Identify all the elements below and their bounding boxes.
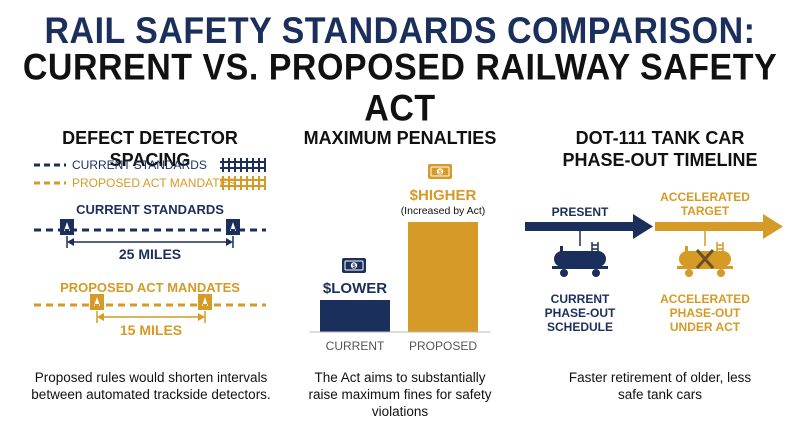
accelerated-car-label: ACCELERATED PHASE-OUT UNDER ACT — [655, 292, 755, 334]
detector-caption: Proposed rules would shorten intervals b… — [31, 370, 271, 402]
timeline-section-title: DOT-111 TANK CAR PHASE-OUT TIMELINE — [560, 127, 760, 171]
proposed-track-label: PROPOSED ACT MANDATES — [60, 280, 240, 295]
railroad-track-icon — [220, 176, 266, 190]
detector-icon — [198, 294, 212, 310]
bar-current — [320, 300, 390, 332]
title-line-1: RAIL SAFETY STANDARDS COMPARISON: — [44, 10, 756, 52]
bar-proposed — [408, 222, 478, 332]
target-arrow-head — [763, 214, 783, 239]
current-car-line-3: SCHEDULE — [546, 320, 613, 334]
present-arrow-head — [633, 214, 653, 239]
accelerated-car-line-3: UNDER ACT — [669, 320, 741, 334]
railroad-track-icon — [220, 158, 266, 172]
tank-car-icon — [552, 242, 608, 277]
legend-proposed-label: PROPOSED ACT MANDATES — [72, 176, 236, 190]
target-arrow-body — [655, 222, 765, 231]
svg-text:$: $ — [438, 170, 442, 176]
timeline-caption: Faster retirement of older, less safe ta… — [568, 370, 752, 402]
bar-proposed-sublabel: (Increased by Act) — [400, 205, 486, 217]
bar-current-label: $LOWER — [322, 280, 388, 297]
current-distance-label: 25 MILES — [118, 246, 182, 262]
bar-proposed-category: PROPOSED — [408, 339, 477, 353]
timeline-title-line-2: PHASE-OUT TIMELINE — [562, 150, 758, 170]
current-car-line-1: CURRENT — [550, 292, 610, 306]
legend-current-label: CURRENT STANDARDS — [72, 158, 207, 172]
current-car-line-2: PHASE-OUT — [544, 306, 616, 320]
current-track-label: CURRENT STANDARDS — [76, 202, 224, 217]
penalties-section-title: MAXIMUM PENALTIES — [303, 128, 497, 148]
detector-icon — [226, 219, 240, 235]
detector-diagram — [34, 158, 266, 323]
tank-car-crossed-icon — [677, 242, 733, 277]
detector-icon — [90, 294, 104, 310]
penalties-caption: The Act aims to substantially raise maxi… — [308, 370, 492, 419]
page-title: RAIL SAFETY STANDARDS COMPARISON: CURREN… — [0, 10, 800, 130]
bar-proposed-label: $HIGHER — [409, 187, 477, 204]
title-line-2: CURRENT VS. PROPOSED RAILWAY SAFETY ACT — [22, 46, 778, 130]
bar-current-category: CURRENT — [325, 339, 385, 353]
target-label-line-2: TARGET — [680, 204, 730, 218]
present-label: PRESENT — [551, 205, 609, 219]
current-car-label: CURRENT PHASE-OUT SCHEDULE — [530, 292, 630, 334]
proposed-distance-label: 15 MILES — [119, 322, 183, 338]
present-arrow-body — [525, 222, 635, 231]
target-label: ACCELERATED TARGET — [655, 190, 755, 218]
timeline-diagram — [525, 214, 783, 277]
target-label-line-1: ACCELERATED — [660, 190, 750, 204]
timeline-title-line-1: DOT-111 TANK CAR — [575, 128, 745, 148]
money-bill-icon: $ — [428, 164, 452, 179]
accelerated-car-line-1: ACCELERATED — [660, 292, 750, 306]
svg-text:$: $ — [352, 264, 356, 270]
money-bill-icon: $ — [342, 258, 366, 273]
detector-icon — [60, 219, 74, 235]
detector-section-title: DEFECT DETECTOR SPACING — [62, 128, 238, 170]
penalties-chart: $ $ — [310, 164, 490, 333]
accelerated-car-line-2: PHASE-OUT — [669, 306, 741, 320]
